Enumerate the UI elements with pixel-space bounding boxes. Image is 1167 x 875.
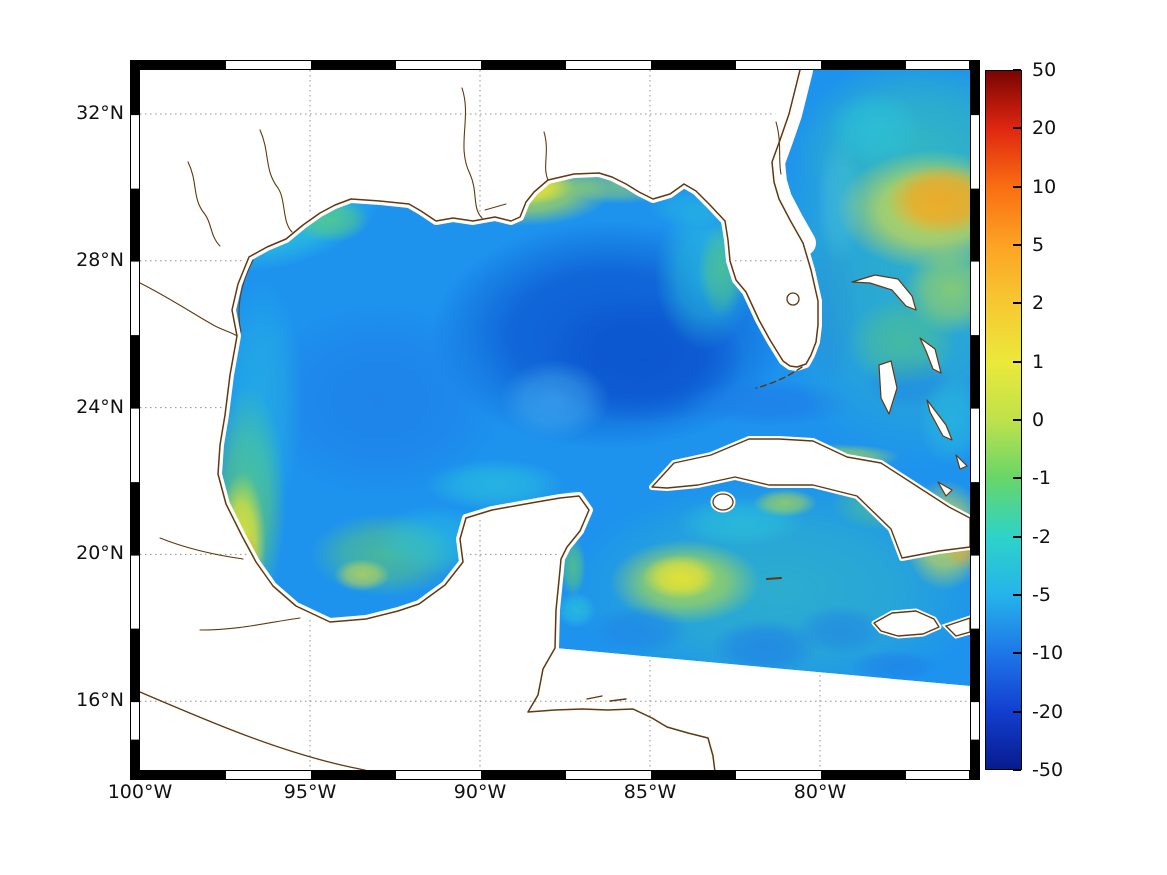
x-tick-label-2: 90°W	[453, 781, 507, 803]
river-mexico-2	[199, 617, 301, 631]
frame-strip-left	[130, 70, 140, 770]
river-texas-2	[259, 129, 293, 233]
river-mexico-1	[159, 537, 244, 560]
coastline-mainland	[217, 69, 819, 773]
lake-okeechobee	[786, 292, 800, 306]
colorbar-tick-12	[1013, 769, 1021, 771]
colorbar-tick-label-0: 50	[1032, 59, 1057, 81]
island-isla-juventud	[710, 491, 736, 513]
mississippi-sound-islands	[484, 203, 507, 211]
frame-corner-bl	[130, 770, 140, 780]
river-mississippi	[461, 87, 483, 219]
colorbar-tick-8	[1013, 535, 1021, 538]
frame-corner-tl	[130, 60, 140, 70]
colorbar-tick-label-8: -2	[1032, 525, 1051, 548]
colorbar-tick-5	[1013, 360, 1021, 363]
y-tick-label-4: 16°N	[76, 689, 124, 712]
frame-corner-br	[970, 770, 980, 780]
colorbar-tick-6	[1013, 419, 1021, 421]
colorbar-tick-label-3: 5	[1032, 234, 1045, 256]
frame-strip-right	[970, 70, 980, 770]
river-mobile	[543, 131, 549, 181]
florida-keys	[755, 366, 803, 389]
map-plot-area	[139, 57, 973, 785]
river-texas-1	[187, 161, 221, 247]
colorbar-tick-label-7: -1	[1032, 467, 1051, 490]
colorbar-tick-label-5: 1	[1032, 350, 1045, 373]
frame-strip-top	[140, 60, 970, 70]
y-tick-label-2: 24°N	[76, 395, 124, 418]
colorbar-tick-11	[1013, 710, 1021, 713]
colorbar-tick-2	[1013, 185, 1021, 188]
cayman-islands	[766, 577, 782, 580]
colorbar-tick-9	[1013, 594, 1021, 596]
colorbar-tick-10	[1013, 652, 1021, 655]
map-svg	[139, 57, 973, 785]
island-jamaica	[871, 608, 942, 639]
y-tick-label-3: 20°N	[76, 542, 124, 565]
frame-strip-bottom	[140, 770, 970, 780]
colorbar-tick-label-12: -50	[1032, 759, 1064, 781]
x-tick-label-0: 100°W	[107, 781, 173, 803]
colorbar-tick-label-2: 10	[1032, 175, 1057, 198]
colorbar-tick-label-11: -20	[1032, 700, 1064, 723]
bay-islands-honduras	[586, 695, 627, 702]
colorbar-tick-label-1: 20	[1032, 117, 1057, 140]
colorbar-tick-1	[1013, 127, 1021, 130]
y-tick-label-1: 28°N	[76, 248, 124, 271]
colorbar-tick-label-9: -5	[1032, 584, 1051, 606]
colorbar-tick-3	[1013, 244, 1021, 246]
x-tick-label-1: 95°W	[283, 781, 337, 803]
frame-corner-tr	[970, 60, 980, 70]
colorbar-tick-7	[1013, 477, 1021, 480]
x-tick-label-3: 85°W	[623, 781, 677, 803]
pacific-coast-mexico	[139, 691, 407, 785]
texas-barrier-island	[238, 259, 254, 333]
colorbar-tick-label-10: -10	[1032, 642, 1064, 665]
colorbar-tick-4	[1013, 302, 1021, 305]
colorbar-tick-0	[1013, 69, 1021, 71]
y-tick-label-0: 32°N	[76, 102, 124, 124]
x-tick-label-4: 80°W	[793, 781, 847, 803]
colorbar-tick-label-4: 2	[1032, 292, 1045, 315]
river-rio-grande	[139, 282, 238, 337]
colorbar-tick-label-6: 0	[1032, 409, 1045, 431]
river-st-johns	[775, 121, 782, 175]
islands-bahamas	[851, 274, 968, 497]
islands	[649, 274, 973, 639]
